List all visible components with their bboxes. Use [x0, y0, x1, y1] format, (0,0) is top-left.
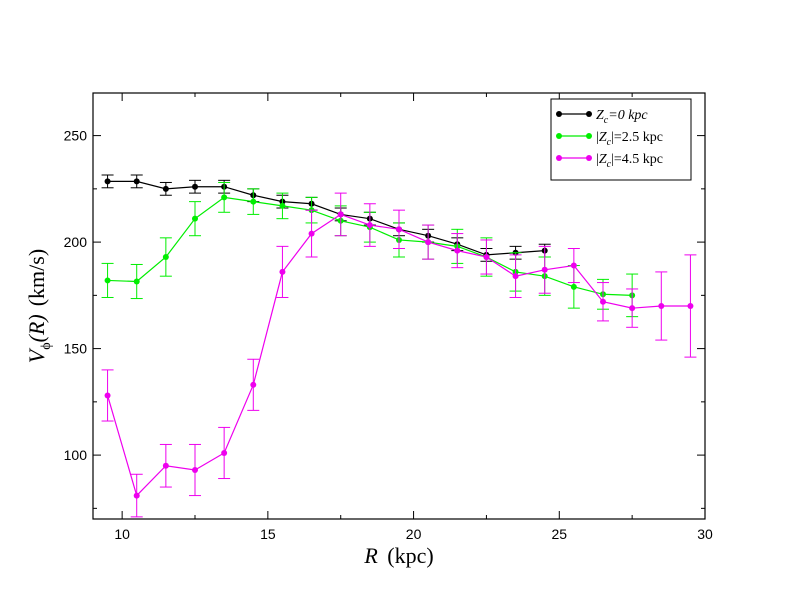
y-axis-symbol: V [24, 347, 49, 363]
y-tick-label: 100 [64, 447, 88, 463]
y-axis-label: Vϕ(R) (km/s) [24, 249, 54, 363]
x-axis-symbol: R [363, 543, 378, 568]
data-point [570, 283, 577, 290]
legend-label: Zc=0 kpc [596, 108, 648, 126]
series-line [107, 180, 545, 256]
data-point [687, 303, 694, 309]
x-tick-label: 10 [114, 526, 130, 542]
x-tick-label: 20 [406, 526, 422, 542]
y-axis-argument: (R) [24, 314, 49, 342]
legend-swatch-marker [586, 111, 592, 117]
data-point [483, 254, 490, 261]
axis-ticks [93, 93, 706, 519]
data-point [133, 178, 140, 185]
data-point [541, 266, 548, 273]
data-point [162, 254, 169, 261]
y-axis-subscript: ϕ [39, 342, 54, 349]
plot-frame [92, 92, 706, 520]
data-point [279, 268, 286, 275]
data-point [162, 462, 169, 469]
data-point [250, 381, 257, 388]
data-point [250, 198, 257, 205]
series-layer [101, 174, 697, 518]
y-tick-label: 250 [64, 128, 88, 144]
data-point [104, 277, 111, 284]
legend-swatch-marker [586, 155, 592, 161]
legend-swatch-marker [586, 133, 592, 139]
data-point [221, 449, 228, 456]
y-tick-label: 200 [64, 234, 88, 250]
x-tick-label: 15 [260, 526, 276, 542]
data-point [104, 178, 111, 185]
data-point [658, 303, 665, 309]
data-point [104, 392, 111, 399]
data-point [512, 273, 519, 280]
x-axis-unit: (kpc) [387, 543, 433, 568]
legend-label: |Zc|=2.5 kpc [596, 130, 663, 148]
data-point [279, 202, 286, 209]
data-point [192, 183, 198, 190]
legend-label: |Zc|=4.5 kpc [596, 152, 663, 170]
legend-entry: Zc=0 kpc [556, 108, 648, 126]
legend-entry: |Zc|=4.5 kpc [556, 152, 663, 170]
legend-entry: |Zc|=2.5 kpc [556, 130, 663, 148]
legend-box [550, 98, 692, 181]
data-point [192, 215, 198, 222]
tick-labels: 10 15 20 25 30 100 150 200 250 [64, 128, 713, 542]
data-point [162, 185, 169, 192]
data-point [570, 262, 577, 269]
x-tick-label: 30 [697, 526, 713, 542]
data-point [396, 226, 402, 233]
data-point [221, 194, 228, 201]
data-point [600, 298, 606, 305]
legend-swatch-marker [556, 111, 562, 117]
data-point [454, 247, 461, 254]
data-point [308, 230, 315, 237]
data-point [425, 239, 432, 246]
legend-swatch-marker [556, 155, 562, 161]
x-tick-label: 25 [551, 526, 567, 542]
data-point [337, 211, 344, 218]
data-point [629, 305, 636, 312]
series-3 [101, 192, 697, 518]
data-point [366, 222, 373, 229]
data-point [133, 278, 140, 285]
data-point [133, 492, 140, 499]
x-axis-label: R (kpc) [363, 543, 433, 568]
legend: Zc=0 kpc |Zc|=2.5 kpc |Zc|=4.5 kpc [550, 98, 692, 181]
legend-swatch-marker [556, 133, 562, 139]
y-tick-label: 150 [64, 341, 88, 357]
data-point [192, 467, 198, 474]
y-axis-unit: (km/s) [24, 249, 49, 306]
